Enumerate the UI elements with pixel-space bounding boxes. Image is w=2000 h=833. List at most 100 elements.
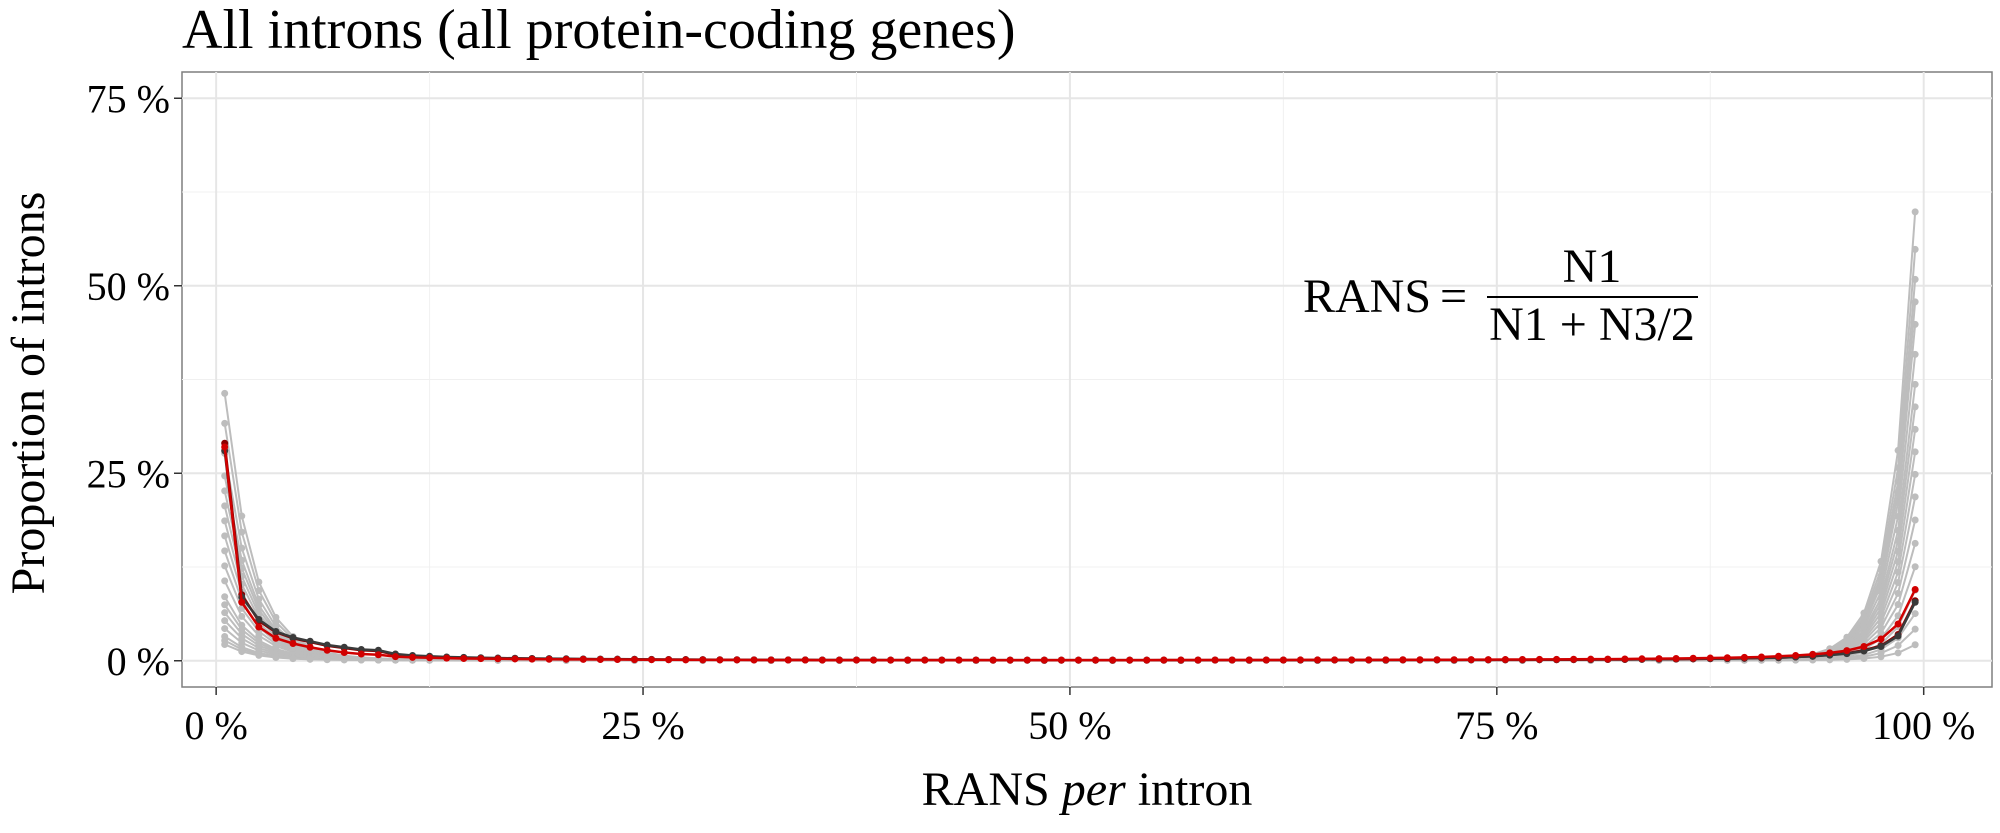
- series-point: [682, 656, 690, 664]
- series-point: [1809, 650, 1817, 658]
- series-point: [511, 655, 519, 663]
- formula-numerator: N1: [1563, 240, 1622, 293]
- background-series-point: [1843, 654, 1851, 662]
- series-point: [1348, 656, 1356, 664]
- series-point: [887, 656, 895, 664]
- series-point: [852, 656, 860, 664]
- series-point: [1536, 655, 1543, 663]
- x-tick-label: 75 %: [1455, 703, 1538, 748]
- series-point: [1757, 653, 1765, 661]
- series-point: [272, 634, 280, 642]
- series-point: [955, 656, 963, 664]
- series-point: [1177, 656, 1185, 664]
- series-point: [1621, 655, 1629, 663]
- series-point: [1126, 656, 1134, 664]
- series-point: [1894, 632, 1902, 640]
- x-axis-label-italic: per: [1059, 763, 1126, 816]
- series-point: [648, 656, 656, 664]
- series-point: [306, 643, 314, 651]
- series-point: [1723, 654, 1731, 662]
- background-series-point: [340, 656, 348, 664]
- x-axis-label: RANS per intron: [922, 763, 1253, 816]
- background-series-point: [374, 656, 382, 664]
- formula-lhs: RANS: [1303, 270, 1431, 323]
- series-point: [1655, 655, 1663, 663]
- background-series-point: [1877, 649, 1885, 657]
- series-point: [1279, 656, 1287, 664]
- series-point: [1262, 656, 1270, 664]
- background-series-point: [1911, 380, 1919, 388]
- background-series-point: [221, 502, 229, 510]
- background-series-point: [306, 655, 314, 663]
- background-series-point: [1911, 493, 1919, 501]
- series-point: [1245, 656, 1253, 664]
- series-point: [460, 655, 468, 662]
- series-point: [784, 656, 792, 664]
- background-series-point: [221, 640, 229, 648]
- background-series-point: [1911, 539, 1919, 547]
- series-point: [699, 656, 707, 664]
- background-series-point: [1911, 425, 1919, 433]
- background-series-point: [1894, 612, 1902, 620]
- series-point: [1006, 656, 1014, 664]
- series-point: [562, 655, 570, 663]
- background-series-point: [272, 654, 280, 662]
- series-point: [1570, 655, 1578, 663]
- series-point: [238, 598, 246, 606]
- background-series-point: [1894, 641, 1902, 649]
- series-point: [1518, 655, 1526, 663]
- x-tick-label: 25 %: [601, 703, 684, 748]
- background-series-point: [238, 612, 246, 620]
- series-point: [1706, 654, 1714, 662]
- series-point: [1382, 656, 1390, 664]
- background-series-point: [221, 487, 229, 495]
- chart-title: All introns (all protein-coding genes): [182, 0, 1016, 61]
- series-point: [1160, 656, 1168, 664]
- series-point: [1894, 620, 1902, 628]
- series-point: [357, 650, 365, 658]
- background-series-point: [1911, 516, 1919, 524]
- series-point: [1689, 654, 1697, 662]
- series-point: [1365, 656, 1373, 664]
- background-series-point: [1911, 245, 1919, 253]
- series-point: [818, 656, 826, 664]
- series-point: [340, 649, 348, 656]
- background-series-point: [221, 517, 229, 525]
- background-series-point: [1911, 470, 1919, 478]
- series-point: [1877, 643, 1885, 650]
- series-point: [733, 656, 741, 664]
- background-series-point: [1911, 448, 1919, 456]
- series-point: [1074, 656, 1082, 664]
- series-point: [1331, 656, 1339, 664]
- background-series-point: [221, 389, 229, 397]
- series-point: [1433, 656, 1441, 664]
- series-point: [938, 656, 946, 664]
- series-point: [1296, 656, 1304, 664]
- series-point: [1911, 598, 1919, 606]
- series-point: [306, 637, 314, 645]
- series-point: [409, 653, 417, 661]
- background-series-point: [221, 419, 229, 427]
- series-point: [904, 656, 912, 664]
- series-point: [1484, 656, 1492, 664]
- series-point: [921, 656, 929, 664]
- x-tick-label: 50 %: [1028, 703, 1111, 748]
- series-point: [289, 634, 297, 641]
- background-series-point: [289, 655, 297, 663]
- series-point: [1314, 656, 1322, 664]
- background-series-point: [255, 632, 263, 640]
- series-point: [494, 655, 502, 663]
- series-point: [631, 656, 638, 664]
- series-point: [1775, 652, 1783, 660]
- series-point: [596, 655, 604, 663]
- series-point: [374, 651, 382, 659]
- background-series-point: [238, 648, 246, 656]
- series-point: [1143, 656, 1151, 664]
- series-point: [391, 653, 399, 661]
- series-point: [1416, 656, 1424, 664]
- background-series-point: [1894, 568, 1902, 576]
- highlighted-series-lines: [221, 439, 1919, 664]
- plot-panel: [181, 71, 1993, 688]
- series-point: [477, 655, 485, 663]
